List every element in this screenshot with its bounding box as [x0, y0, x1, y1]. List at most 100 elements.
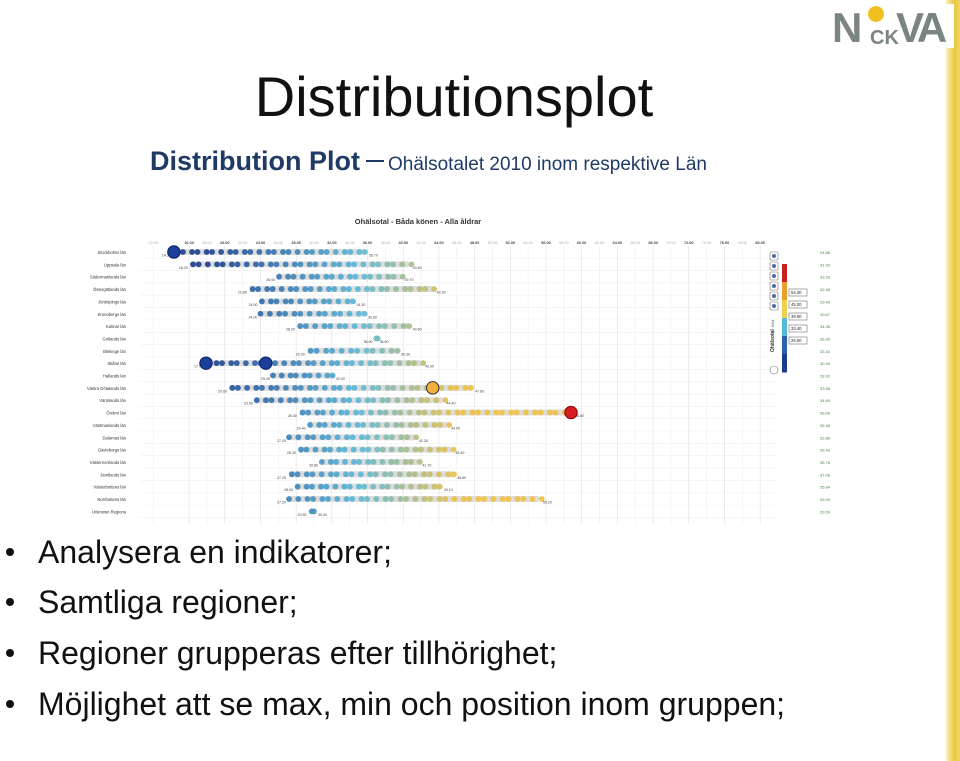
data-point: [394, 397, 401, 404]
data-point: [417, 483, 423, 490]
data-point: [258, 261, 265, 268]
data-point: [321, 446, 328, 453]
data-point: [406, 409, 413, 416]
data-point: [331, 286, 338, 292]
data-point: [309, 249, 316, 255]
data-point: [356, 459, 363, 465]
data-point: [359, 434, 365, 441]
data-point: [442, 496, 449, 502]
help-icon: [769, 365, 779, 375]
data-point: [466, 496, 473, 502]
x-tick-label-top: 78.00: [738, 241, 748, 245]
data-point: [364, 397, 371, 404]
bullet-text: Regioner grupperas efter tillhörighet;: [38, 635, 558, 671]
data-point: [421, 409, 428, 416]
data-point: [309, 471, 316, 478]
toolbar-button-icon: [772, 264, 776, 268]
data-point: [296, 360, 302, 367]
data-point: [450, 446, 457, 453]
data-point: [368, 409, 374, 416]
region-value-label: 33.33: [820, 275, 831, 280]
data-point: [272, 360, 279, 367]
x-tick-label-top: 58.00: [559, 241, 569, 245]
data-point: [319, 496, 326, 502]
data-point: [203, 249, 210, 255]
data-point: [399, 483, 405, 490]
region-label: Kalmar län: [106, 324, 127, 329]
max-value-label: 41.70: [422, 463, 431, 467]
data-point: [384, 384, 391, 391]
data-point: [324, 372, 331, 379]
data-point: [384, 286, 390, 292]
data-point: [303, 249, 310, 255]
data-point: [406, 471, 413, 478]
data-point: [282, 310, 288, 317]
data-point: [420, 360, 427, 367]
data-point: [345, 261, 352, 268]
data-point: [382, 409, 389, 416]
legend-value-box: [788, 300, 808, 309]
data-point: [358, 409, 365, 416]
min-value-label: 22.80: [238, 291, 247, 295]
min-value-label: 20.60: [218, 389, 227, 393]
data-point: [393, 459, 400, 465]
max-value-label: 39.70: [405, 278, 414, 282]
region-value-label: 32.86: [820, 435, 831, 440]
data-point: [292, 397, 299, 404]
data-point: [232, 249, 239, 255]
data-point: [303, 471, 310, 478]
data-point: [344, 298, 351, 305]
data-point: [350, 446, 357, 453]
data-point: [305, 409, 312, 416]
legend-value-label: 45.00: [791, 302, 802, 307]
data-point: [312, 384, 319, 391]
data-point: [387, 360, 394, 367]
region-label: Jönköpings län: [98, 299, 127, 304]
data-point: [252, 360, 258, 367]
data-point: [370, 397, 377, 404]
data-point: [396, 471, 403, 478]
data-point: [334, 496, 341, 502]
data-point: [316, 286, 323, 292]
data-point: [441, 446, 448, 453]
data-point: [546, 409, 553, 416]
data-point: [460, 409, 467, 416]
data-point: [325, 496, 331, 502]
data-point: [290, 360, 297, 367]
region-value-label: 28.92: [820, 374, 831, 379]
data-point: [321, 310, 328, 317]
data-point: [328, 471, 334, 478]
data-point: [268, 298, 274, 305]
data-point: [306, 310, 313, 317]
data-point: [369, 422, 376, 428]
region-label: Uppsala län: [104, 262, 127, 267]
region-value-label: 33.58: [820, 386, 831, 391]
data-point: [416, 286, 423, 292]
region-label: Västmanlands län: [93, 423, 127, 428]
data-point: [259, 384, 265, 391]
min-value-label: 27.20: [277, 501, 286, 505]
region-label: Västernorrlands län: [90, 460, 127, 465]
data-point: [338, 347, 345, 354]
region-value-label: 32.48: [820, 287, 831, 292]
max-value-label: 44.40: [446, 402, 455, 406]
legend-color-segment: [782, 318, 787, 337]
data-point: [390, 384, 397, 391]
data-point: [307, 347, 314, 354]
x-tick-label-top: 38.00: [381, 241, 391, 245]
data-point: [282, 298, 289, 305]
x-tick-label-top: 74.00: [702, 241, 712, 245]
data-point: [514, 496, 521, 502]
highlight-point-min: [199, 356, 213, 370]
data-point: [402, 459, 409, 465]
data-point: [358, 496, 365, 502]
data-point: [340, 286, 347, 292]
data-point: [307, 422, 313, 428]
data-point: [520, 496, 527, 502]
x-tick-label-top: 46.00: [452, 241, 462, 245]
data-point: [329, 372, 336, 379]
data-point: [508, 409, 515, 416]
data-point: [499, 496, 506, 502]
data-point: [330, 422, 337, 428]
region-label: Gotlands län: [102, 336, 126, 341]
